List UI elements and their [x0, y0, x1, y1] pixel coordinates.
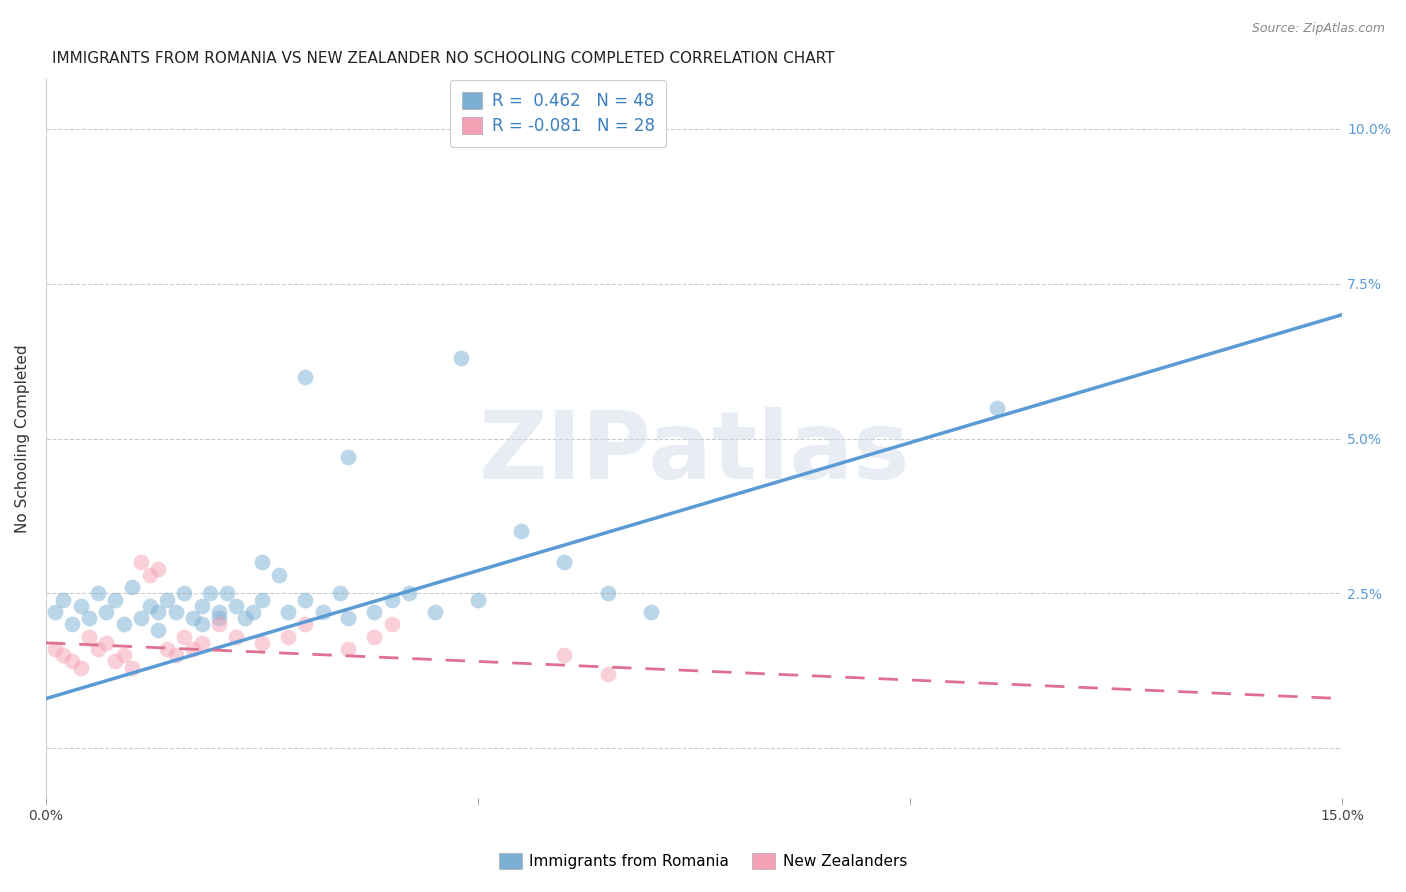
Point — [190, 617, 212, 632]
Point — [337, 642, 360, 657]
Point — [104, 655, 127, 669]
Point — [198, 586, 221, 600]
Point — [190, 599, 212, 613]
Point — [640, 605, 662, 619]
Point — [87, 642, 110, 657]
Point — [510, 524, 533, 539]
Point — [148, 605, 170, 619]
Point — [181, 642, 204, 657]
Point — [596, 586, 619, 600]
Text: IMMIGRANTS FROM ROMANIA VS NEW ZEALANDER NO SCHOOLING COMPLETED CORRELATION CHAR: IMMIGRANTS FROM ROMANIA VS NEW ZEALANDER… — [52, 51, 835, 66]
Point — [165, 605, 187, 619]
Point — [121, 660, 143, 674]
Point — [381, 592, 404, 607]
Point — [553, 648, 575, 663]
Point — [60, 617, 83, 632]
Point — [190, 636, 212, 650]
Point — [233, 611, 256, 625]
Point — [129, 611, 152, 625]
Point — [52, 648, 75, 663]
Point — [96, 605, 118, 619]
Point — [398, 586, 420, 600]
Point — [208, 611, 231, 625]
Point — [217, 586, 239, 600]
Point — [986, 401, 1008, 415]
Point — [138, 599, 160, 613]
Point — [44, 642, 66, 657]
Point — [553, 555, 575, 569]
Point — [363, 630, 385, 644]
Point — [596, 666, 619, 681]
Point — [138, 567, 160, 582]
Point — [381, 617, 404, 632]
Point — [269, 567, 291, 582]
Point — [467, 592, 489, 607]
Point — [77, 630, 100, 644]
Text: Source: ZipAtlas.com: Source: ZipAtlas.com — [1251, 22, 1385, 36]
Point — [156, 592, 179, 607]
Point — [294, 369, 316, 384]
Point — [208, 605, 231, 619]
Point — [242, 605, 264, 619]
Point — [112, 648, 135, 663]
Point — [52, 592, 75, 607]
Point — [250, 592, 273, 607]
Point — [165, 648, 187, 663]
Point — [225, 599, 247, 613]
Point — [96, 636, 118, 650]
Point — [44, 605, 66, 619]
Point — [208, 617, 231, 632]
Point — [87, 586, 110, 600]
Point — [337, 611, 360, 625]
Point — [129, 555, 152, 569]
Point — [60, 655, 83, 669]
Point — [294, 617, 316, 632]
Legend: R =  0.462   N = 48, R = -0.081   N = 28: R = 0.462 N = 48, R = -0.081 N = 28 — [450, 80, 666, 147]
Point — [69, 660, 91, 674]
Point — [250, 636, 273, 650]
Point — [225, 630, 247, 644]
Point — [148, 624, 170, 638]
Point — [173, 586, 195, 600]
Point — [363, 605, 385, 619]
Point — [104, 592, 127, 607]
Point — [121, 580, 143, 594]
Point — [423, 605, 446, 619]
Y-axis label: No Schooling Completed: No Schooling Completed — [15, 344, 30, 533]
Point — [250, 555, 273, 569]
Point — [112, 617, 135, 632]
Point — [337, 450, 360, 464]
Point — [181, 611, 204, 625]
Point — [450, 351, 472, 365]
Point — [156, 642, 179, 657]
Point — [311, 605, 333, 619]
Point — [148, 561, 170, 575]
Point — [69, 599, 91, 613]
Point — [173, 630, 195, 644]
Point — [77, 611, 100, 625]
Point — [277, 605, 299, 619]
Text: ZIPatlas: ZIPatlas — [478, 407, 910, 499]
Point — [294, 592, 316, 607]
Legend: Immigrants from Romania, New Zealanders: Immigrants from Romania, New Zealanders — [492, 847, 914, 875]
Point — [329, 586, 352, 600]
Point — [277, 630, 299, 644]
